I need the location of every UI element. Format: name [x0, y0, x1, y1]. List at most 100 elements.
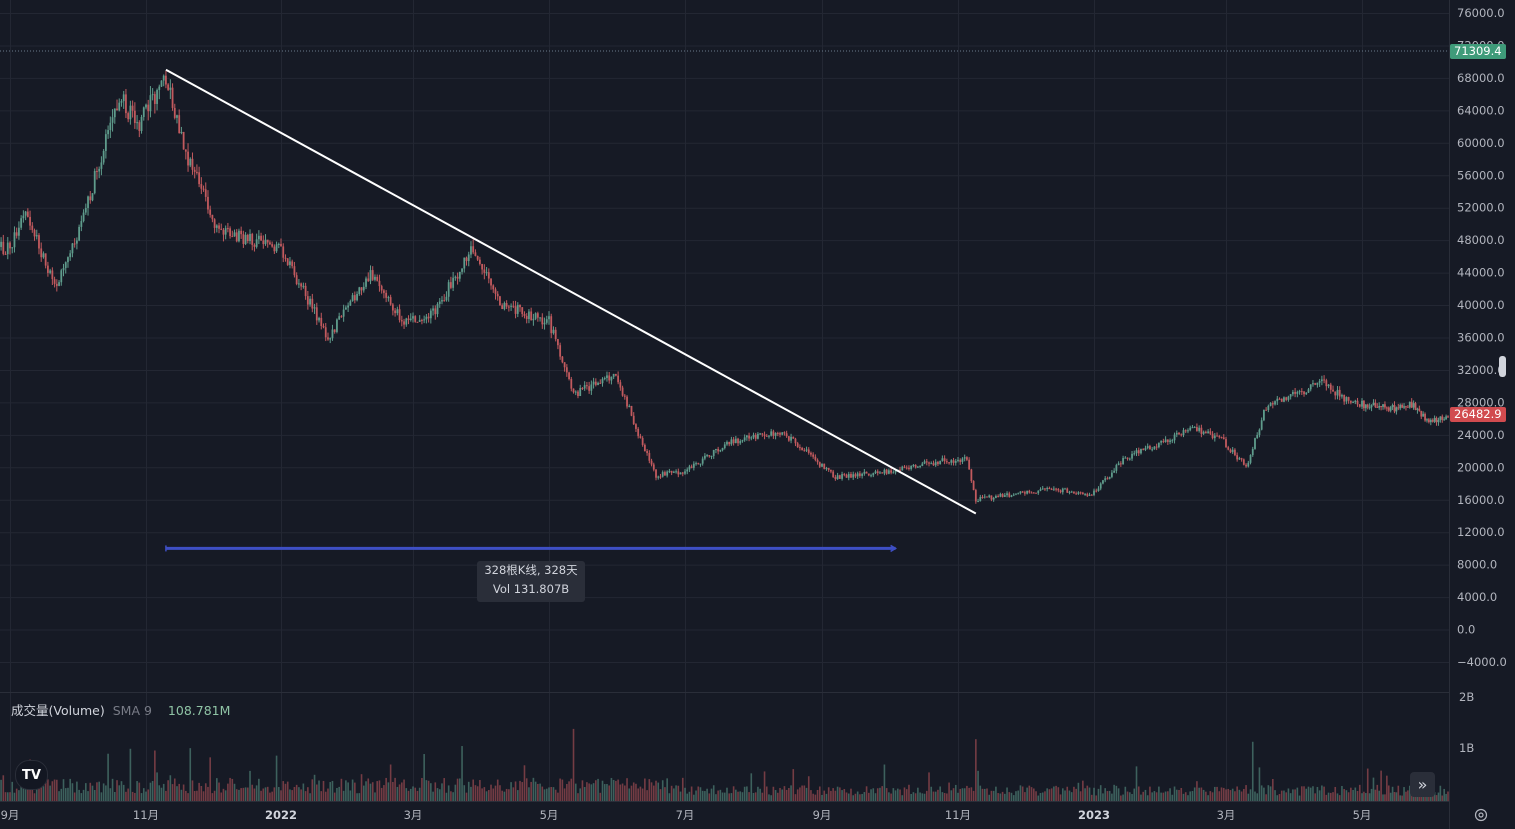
settings-icon[interactable]: [1473, 807, 1489, 823]
chevrons-right-icon[interactable]: »: [1410, 772, 1435, 797]
volume-bar: [1401, 795, 1403, 801]
candle-body: [1271, 403, 1274, 405]
candle-body: [1314, 383, 1317, 385]
candle-body: [266, 239, 269, 243]
candle-body: [1251, 448, 1254, 456]
volume-bar: [519, 780, 521, 801]
volume-bar: [147, 789, 150, 801]
trendline[interactable]: [165, 68, 977, 515]
candle-body: [394, 310, 397, 314]
volume-bar: [501, 790, 503, 801]
candle-body: [1189, 427, 1192, 431]
measure-range-arrow[interactable]: [890, 544, 898, 553]
candle-body: [919, 465, 921, 467]
candle-body: [436, 303, 439, 315]
candle-body: [229, 228, 231, 237]
candle-body: [503, 303, 506, 310]
candle-body: [1439, 416, 1442, 421]
volume-bar: [264, 787, 267, 801]
candle-body: [29, 216, 31, 226]
candle-body: [293, 266, 296, 276]
candle-body: [988, 495, 991, 498]
candle-body: [1102, 480, 1104, 484]
volume-bar: [338, 786, 340, 801]
volume-bar: [545, 788, 548, 801]
volume-bar: [1187, 795, 1189, 801]
candle-body: [6, 242, 9, 255]
volume-bar: [1117, 788, 1120, 801]
volume-bar: [109, 788, 112, 801]
drawings[interactable]: [165, 68, 977, 553]
volume-bar: [1175, 789, 1178, 801]
candle-body: [1220, 437, 1223, 439]
volume-bar: [367, 778, 370, 801]
price-scale-handle[interactable]: [1499, 356, 1506, 377]
volume-bar: [619, 784, 622, 801]
volume-bar: [1075, 788, 1077, 801]
candle-body: [1249, 455, 1252, 463]
volume-bar: [706, 788, 708, 801]
volume-bar: [1334, 786, 1337, 801]
volume-bar: [277, 787, 280, 801]
candle-body: [810, 452, 812, 455]
candle-body: [329, 338, 332, 340]
volume-bar: [1068, 790, 1071, 801]
volume-legend[interactable]: 成交量(Volume) SMA 9 108.781M: [11, 700, 230, 719]
candle-body: [1095, 490, 1098, 492]
volume-bar: [874, 793, 877, 801]
candle-body: [200, 184, 203, 189]
candle-body: [681, 472, 684, 474]
volume-bar: [11, 781, 14, 801]
volume-bar: [590, 784, 593, 801]
candle-body: [1437, 420, 1440, 423]
candle-body: [1093, 490, 1095, 495]
volume-bar: [425, 780, 428, 801]
candle-body: [151, 94, 154, 96]
candle-body: [801, 447, 804, 451]
candle-body: [492, 285, 495, 290]
candle-body: [1378, 405, 1381, 408]
candle-body: [1391, 405, 1394, 408]
volume-bar: [610, 777, 613, 801]
volume-bar: [450, 791, 452, 801]
candle-body: [1256, 434, 1259, 439]
volume-bar: [345, 780, 347, 801]
candle-body: [42, 253, 45, 258]
tradingview-logo-icon[interactable]: TV: [15, 760, 48, 790]
volume-bar: [937, 789, 939, 801]
volume-bar: [496, 779, 499, 801]
candle-body: [928, 462, 930, 464]
candle-body: [53, 279, 56, 284]
candle-body: [1380, 405, 1383, 407]
candle-body: [244, 234, 247, 244]
volume-bar: [621, 783, 624, 801]
candle-body: [33, 229, 36, 237]
candle-body: [812, 454, 815, 457]
candle-body: [1347, 397, 1350, 401]
volume-bar: [617, 779, 619, 801]
volume-bar: [129, 748, 132, 801]
price-axis-label: 68000.0: [1457, 71, 1505, 85]
candle-body: [981, 496, 984, 498]
volume-bar: [189, 748, 192, 801]
volume-bar: [140, 793, 143, 801]
candle-body: [1137, 450, 1140, 454]
volume-bar: [608, 785, 610, 801]
candle-body: [51, 270, 54, 280]
date-axis-bg: [0, 802, 1449, 829]
volume-bar: [1363, 791, 1365, 801]
candle-body: [790, 436, 792, 441]
candle-body: [1274, 401, 1276, 405]
volume-bar: [990, 790, 993, 801]
volume-bar: [712, 785, 715, 801]
volume-bar: [1316, 786, 1319, 801]
volume-bar: [1443, 788, 1445, 801]
candle-body: [1303, 391, 1305, 395]
volume-bar: [699, 787, 702, 801]
candle-body: [1258, 429, 1261, 435]
candle-body: [934, 461, 937, 466]
candle-body: [133, 110, 136, 123]
volume-bar: [38, 788, 40, 801]
candle-body: [1364, 404, 1367, 409]
